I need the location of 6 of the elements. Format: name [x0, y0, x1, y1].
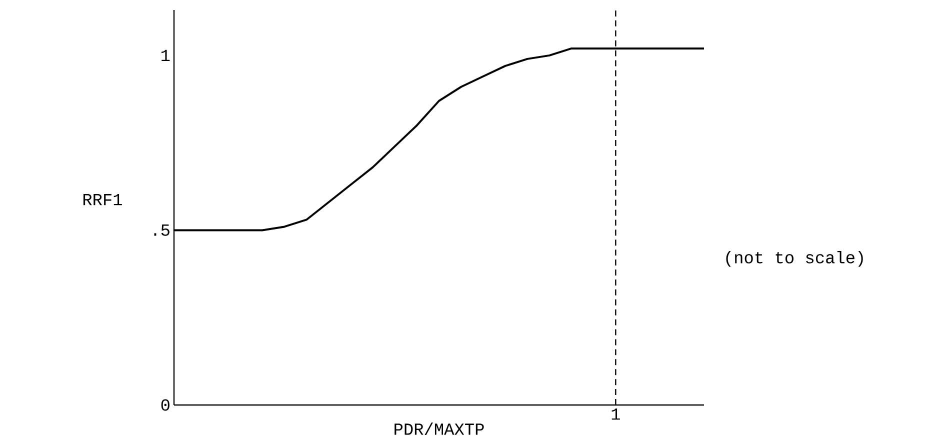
y-tick-label: .5: [154, 224, 170, 236]
x-axis-title: PDR/MAXTP: [394, 422, 484, 435]
text: (not to scale): [726, 250, 863, 267]
y-tick-label: 1: [162, 50, 170, 62]
y-axis-title: RRF1: [83, 194, 122, 206]
y-tick-label: 0: [161, 399, 170, 411]
